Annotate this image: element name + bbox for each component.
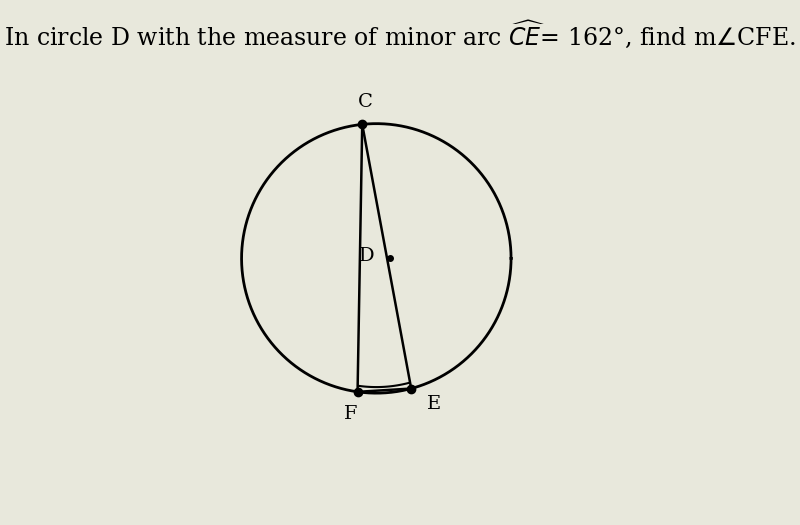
Text: E: E (427, 395, 442, 413)
Text: D: D (359, 247, 375, 265)
Text: In circle D with the measure of minor arc $\widehat{CE}$= 162°, find m$\angle$CF: In circle D with the measure of minor ar… (4, 18, 796, 50)
Text: C: C (358, 93, 372, 111)
Text: F: F (344, 405, 358, 423)
